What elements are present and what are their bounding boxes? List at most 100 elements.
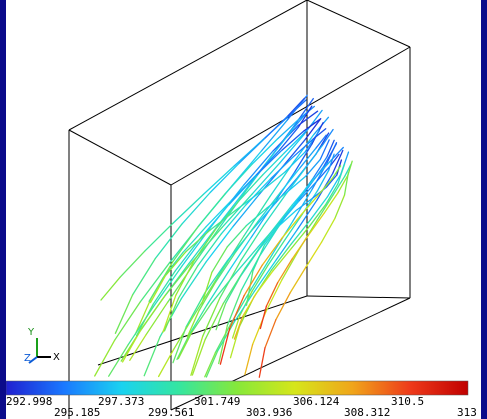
streamline-segment: [140, 295, 166, 331]
streamline-segment: [297, 105, 313, 128]
streamline-segment: [264, 319, 277, 349]
streamline-segment: [305, 144, 323, 169]
streamline-segment: [344, 163, 352, 177]
legend-tick: 308.312: [344, 406, 391, 419]
streamline-segment: [332, 149, 344, 175]
streamline-segment: [100, 276, 121, 301]
streamline-segment: [318, 177, 334, 195]
streamline-segment: [326, 139, 335, 158]
streamline-segment: [209, 209, 237, 232]
streamline-segment: [94, 339, 116, 377]
streamline-segment: [259, 305, 268, 330]
streamline-segment: [209, 163, 240, 194]
streamline-segment: [262, 194, 287, 227]
streamline-segment: [278, 209, 297, 227]
streamline-segment: [185, 291, 206, 328]
legend-tick: 310.5: [391, 395, 425, 408]
streamline-segment: [292, 139, 313, 158]
streamline-segment: [188, 304, 208, 336]
streamline-segment: [267, 238, 286, 267]
streamline-segment: [214, 322, 232, 354]
streamline-segment: [279, 167, 301, 194]
streamline-segment: [215, 302, 227, 331]
streamline-segment: [226, 225, 247, 248]
visualization-viewport[interactable]: Y X Z 292.998 297.373 301.749 306.124 31…: [6, 0, 481, 419]
streamline-segment: [264, 279, 283, 314]
streamline-segment: [148, 276, 164, 302]
streamline-segment: [313, 156, 328, 178]
streamline-segment: [321, 128, 334, 147]
streamline-segment: [261, 237, 283, 266]
bounding-box: [68, 0, 411, 419]
triad-z-label: Z: [24, 353, 31, 364]
streamline-segment: [145, 301, 169, 336]
streamline-segment: [197, 233, 222, 267]
streamline-segment: [198, 281, 217, 312]
streamline-segment: [172, 193, 205, 224]
streamline-segment: [243, 150, 274, 186]
streamline-segment: [181, 223, 214, 267]
streamline-segment: [229, 294, 245, 330]
streamline-segment: [245, 270, 254, 306]
streamline-segment: [185, 229, 211, 253]
streamline-segment: [233, 291, 255, 324]
streamline-segment: [233, 246, 259, 276]
streamline-segment: [193, 228, 217, 262]
streamline-segment: [131, 257, 157, 296]
streamline-segment: [281, 247, 301, 281]
streamline-segment: [191, 303, 212, 333]
streamline-segment: [284, 151, 306, 173]
streamline-segment: [283, 134, 303, 154]
streamline-segment: [226, 289, 243, 327]
streamline-segment: [174, 236, 202, 272]
streamline-segment: [319, 139, 330, 161]
streamline-segment: [251, 162, 281, 195]
streamline-segment: [291, 234, 309, 260]
streamline-segment: [177, 264, 199, 299]
streamline-segment: [250, 202, 277, 232]
streamline-segment: [298, 180, 318, 202]
3d-scene: [6, 0, 469, 419]
streamline-segment: [245, 178, 272, 206]
streamline-segment: [227, 237, 252, 273]
streamline-segment: [272, 247, 292, 272]
streamline-segment: [204, 259, 229, 294]
streamlines: [94, 94, 353, 378]
streamline-segment: [224, 163, 253, 195]
streamline-segment: [157, 349, 175, 378]
streamline-segment: [305, 241, 323, 268]
streamline-segment: [216, 321, 235, 352]
streamline-segment: [251, 138, 279, 165]
streamline-segment: [263, 224, 281, 246]
streamline-segment: [307, 212, 325, 237]
streamline-segment: [149, 275, 167, 304]
streamline-segment: [270, 243, 292, 271]
legend-tick: 295.185: [54, 406, 101, 419]
legend-tick: 301.749: [194, 395, 241, 408]
streamline-segment: [129, 334, 147, 361]
streamline-segment: [309, 196, 329, 221]
streamline-segment: [278, 126, 299, 152]
streamline-segment: [337, 174, 349, 194]
streamline-segment: [316, 194, 334, 221]
streamline-segment: [308, 204, 327, 227]
streamline-segment: [119, 250, 146, 278]
streamline-segment: [311, 128, 327, 141]
streamline-segment: [154, 223, 183, 260]
streamline-segment: [286, 175, 307, 193]
streamline-segment: [305, 158, 321, 177]
streamline-segment: [262, 152, 285, 176]
streamline-segment: [281, 130, 305, 151]
streamline-segment: [253, 259, 277, 293]
streamline-segment: [251, 264, 269, 292]
streamline-segment: [205, 200, 232, 228]
streamline-segment: [279, 134, 305, 164]
streamline-segment: [162, 294, 177, 333]
triad-y-label: Y: [28, 327, 35, 338]
streamline-segment: [214, 251, 237, 283]
streamline-segment: [334, 194, 346, 220]
streamline-segment: [221, 193, 253, 228]
streamline-segment: [227, 174, 257, 206]
streamline-segment: [283, 138, 306, 166]
streamline-segment: [238, 174, 264, 201]
